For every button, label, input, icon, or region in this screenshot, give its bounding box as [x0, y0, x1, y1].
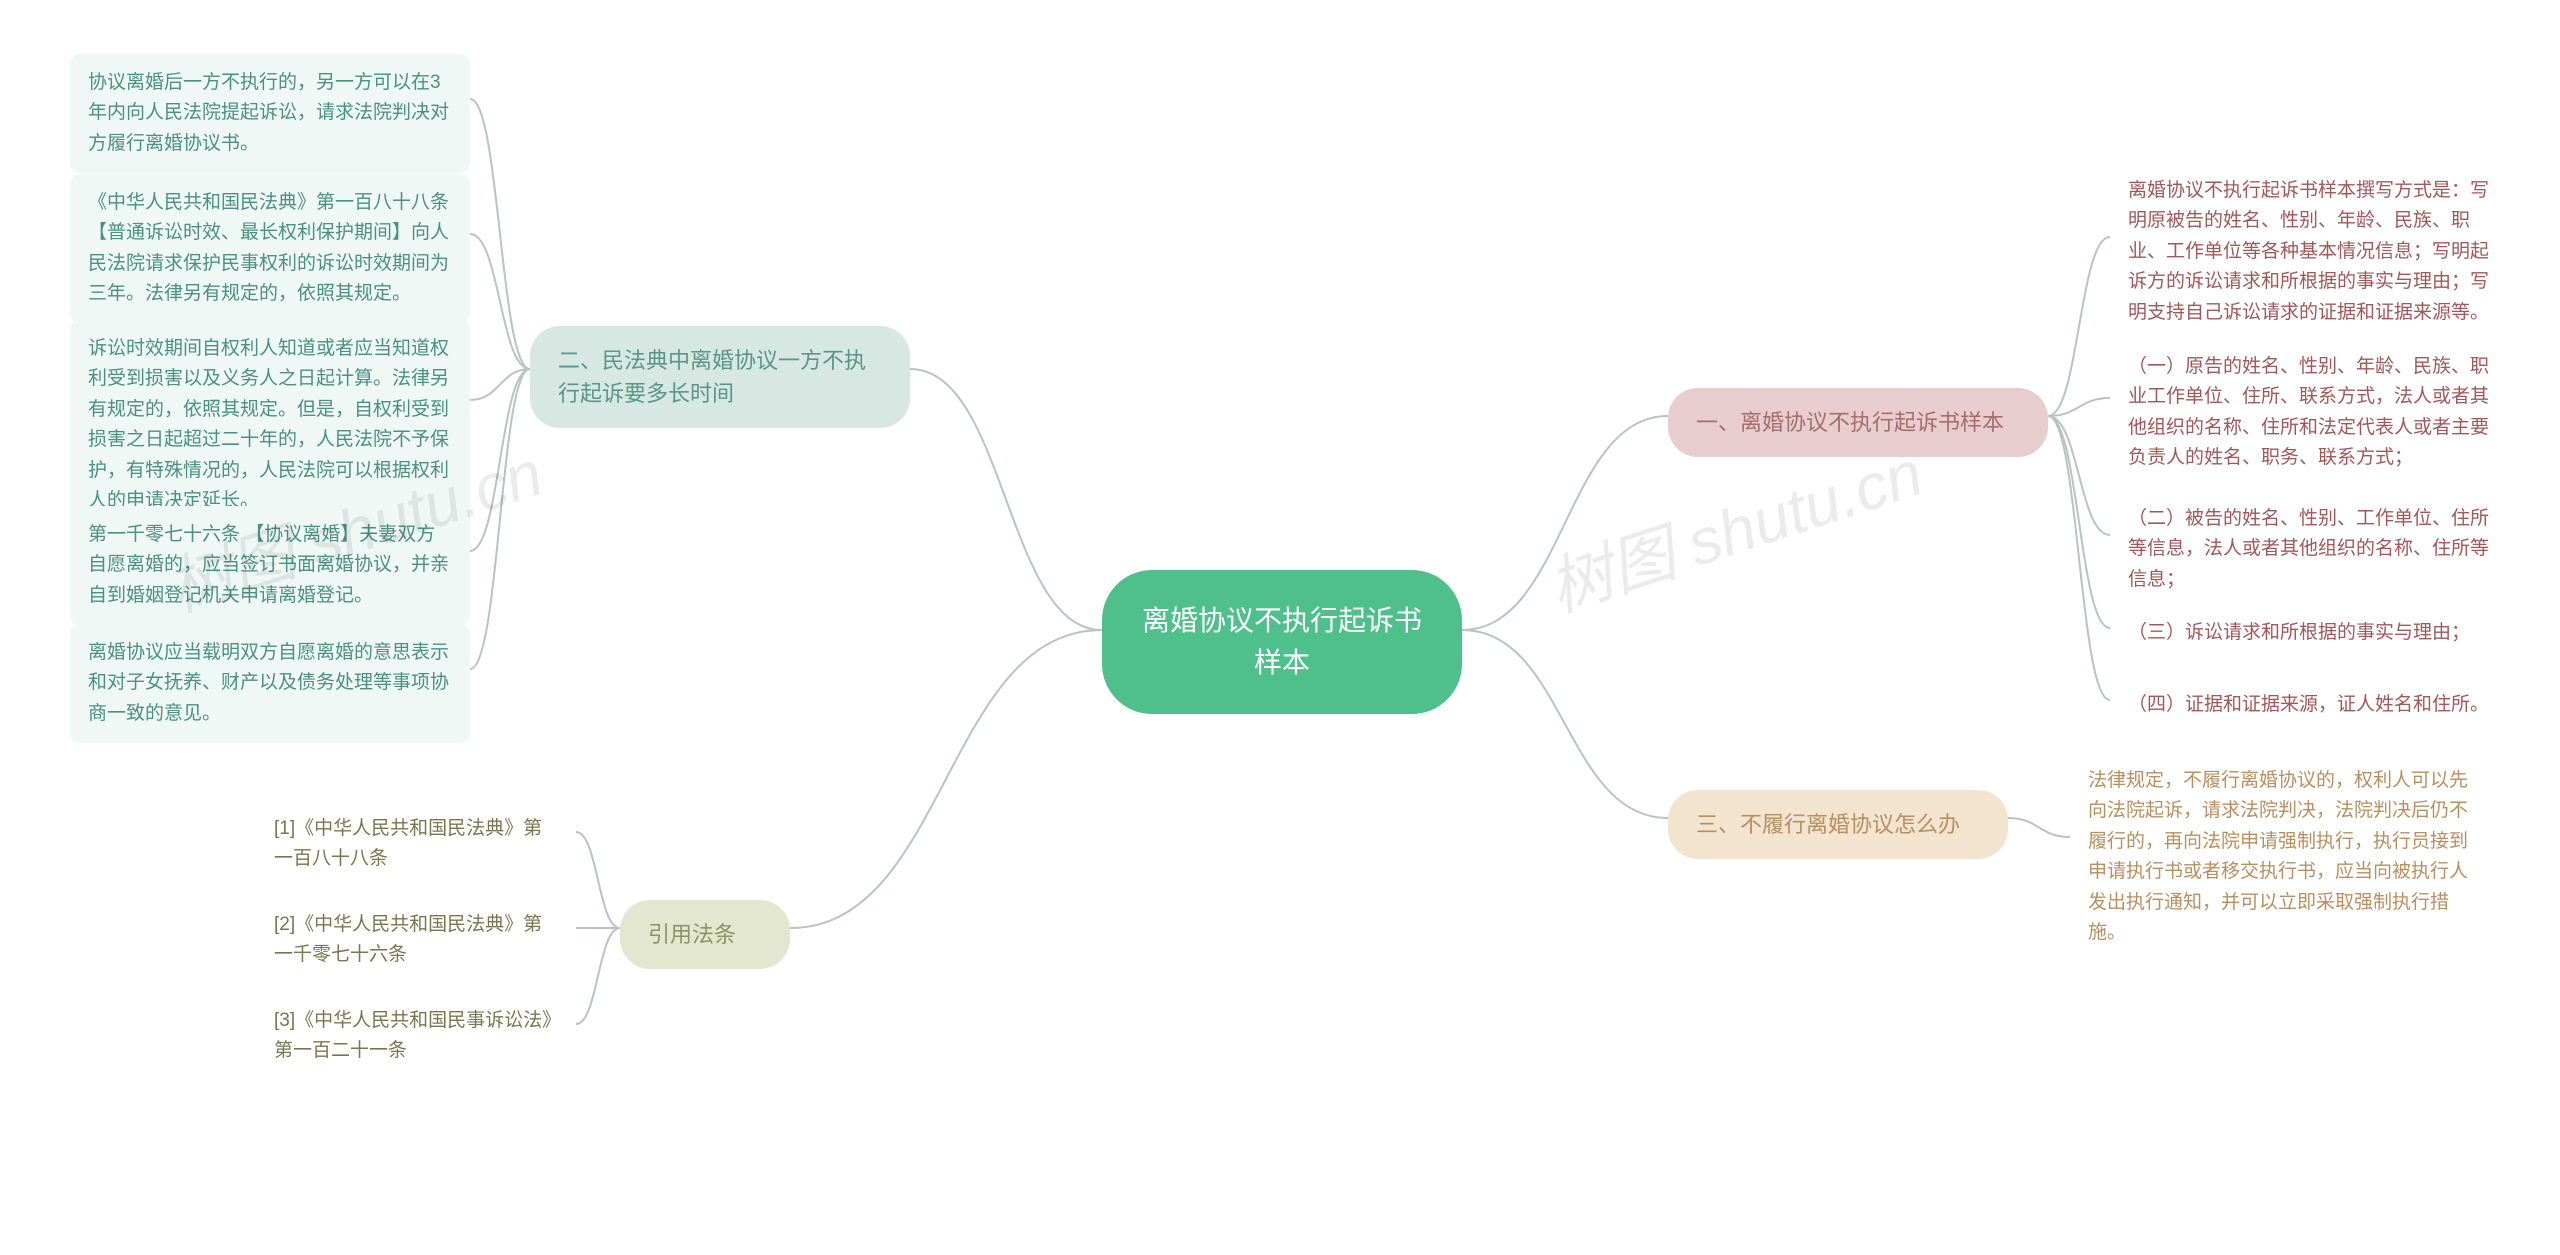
leaf-b1-2: （二）被告的姓名、性别、工作单位、住所等信息，法人或者其他组织的名称、住所等信息…: [2110, 490, 2510, 609]
branch-4: 引用法条: [620, 900, 790, 969]
branch-4-label: 引用法条: [648, 922, 736, 947]
leaf-b2-0: 协议离婚后一方不执行的，另一方可以在3年内向人民法院提起诉讼，请求法院判决对方履…: [70, 54, 470, 173]
branch-2-label: 二、民法典中离婚协议一方不执行起诉要多长时间: [558, 348, 866, 406]
branch-3-label: 三、不履行离婚协议怎么办: [1696, 812, 1960, 837]
leaf-b2-4: 离婚协议应当载明双方自愿离婚的意思表示和对子女抚养、财产以及债务处理等事项协商一…: [70, 624, 470, 743]
branch-1: 一、离婚协议不执行起诉书样本: [1668, 388, 2048, 457]
leaf-b1-0: 离婚协议不执行起诉书样本撰写方式是：写明原被告的姓名、性别、年龄、民族、职业、工…: [2110, 162, 2510, 342]
leaf-b2-2: 诉讼时效期间自权利人知道或者应当知道权利受到损害以及义务人之日起计算。法律另有规…: [70, 320, 470, 530]
leaf-b4-1: [2]《中华人民共和国民法典》第一千零七十六条: [256, 896, 576, 985]
leaf-b4-2: [3]《中华人民共和国民事诉讼法》第一百二十一条: [256, 992, 576, 1081]
center-text: 离婚协议不执行起诉书样本: [1142, 605, 1422, 678]
leaf-b1-1: （一）原告的姓名、性别、年龄、民族、职业工作单位、住所、联系方式，法人或者其他组…: [2110, 338, 2510, 488]
branch-3: 三、不履行离婚协议怎么办: [1668, 790, 2008, 859]
leaf-b4-0: [1]《中华人民共和国民法典》第一百八十八条: [256, 800, 576, 889]
center-node: 离婚协议不执行起诉书样本: [1102, 570, 1462, 714]
leaf-b2-1: 《中华人民共和国民法典》第一百八十八条【普通诉讼时效、最长权利保护期间】向人民法…: [70, 174, 470, 324]
leaf-b1-4: （四）证据和证据来源，证人姓名和住所。: [2110, 676, 2510, 734]
leaf-b3-0: 法律规定，不履行离婚协议的，权利人可以先向法院起诉，请求法院判决，法院判决后仍不…: [2070, 752, 2490, 962]
leaf-b2-3: 第一千零七十六条 【协议离婚】夫妻双方自愿离婚的，应当签订书面离婚协议，并亲自到…: [70, 506, 470, 625]
branch-2: 二、民法典中离婚协议一方不执行起诉要多长时间: [530, 326, 910, 428]
branch-1-label: 一、离婚协议不执行起诉书样本: [1696, 410, 2004, 435]
leaf-b1-3: （三）诉讼请求和所根据的事实与理由；: [2110, 604, 2510, 662]
